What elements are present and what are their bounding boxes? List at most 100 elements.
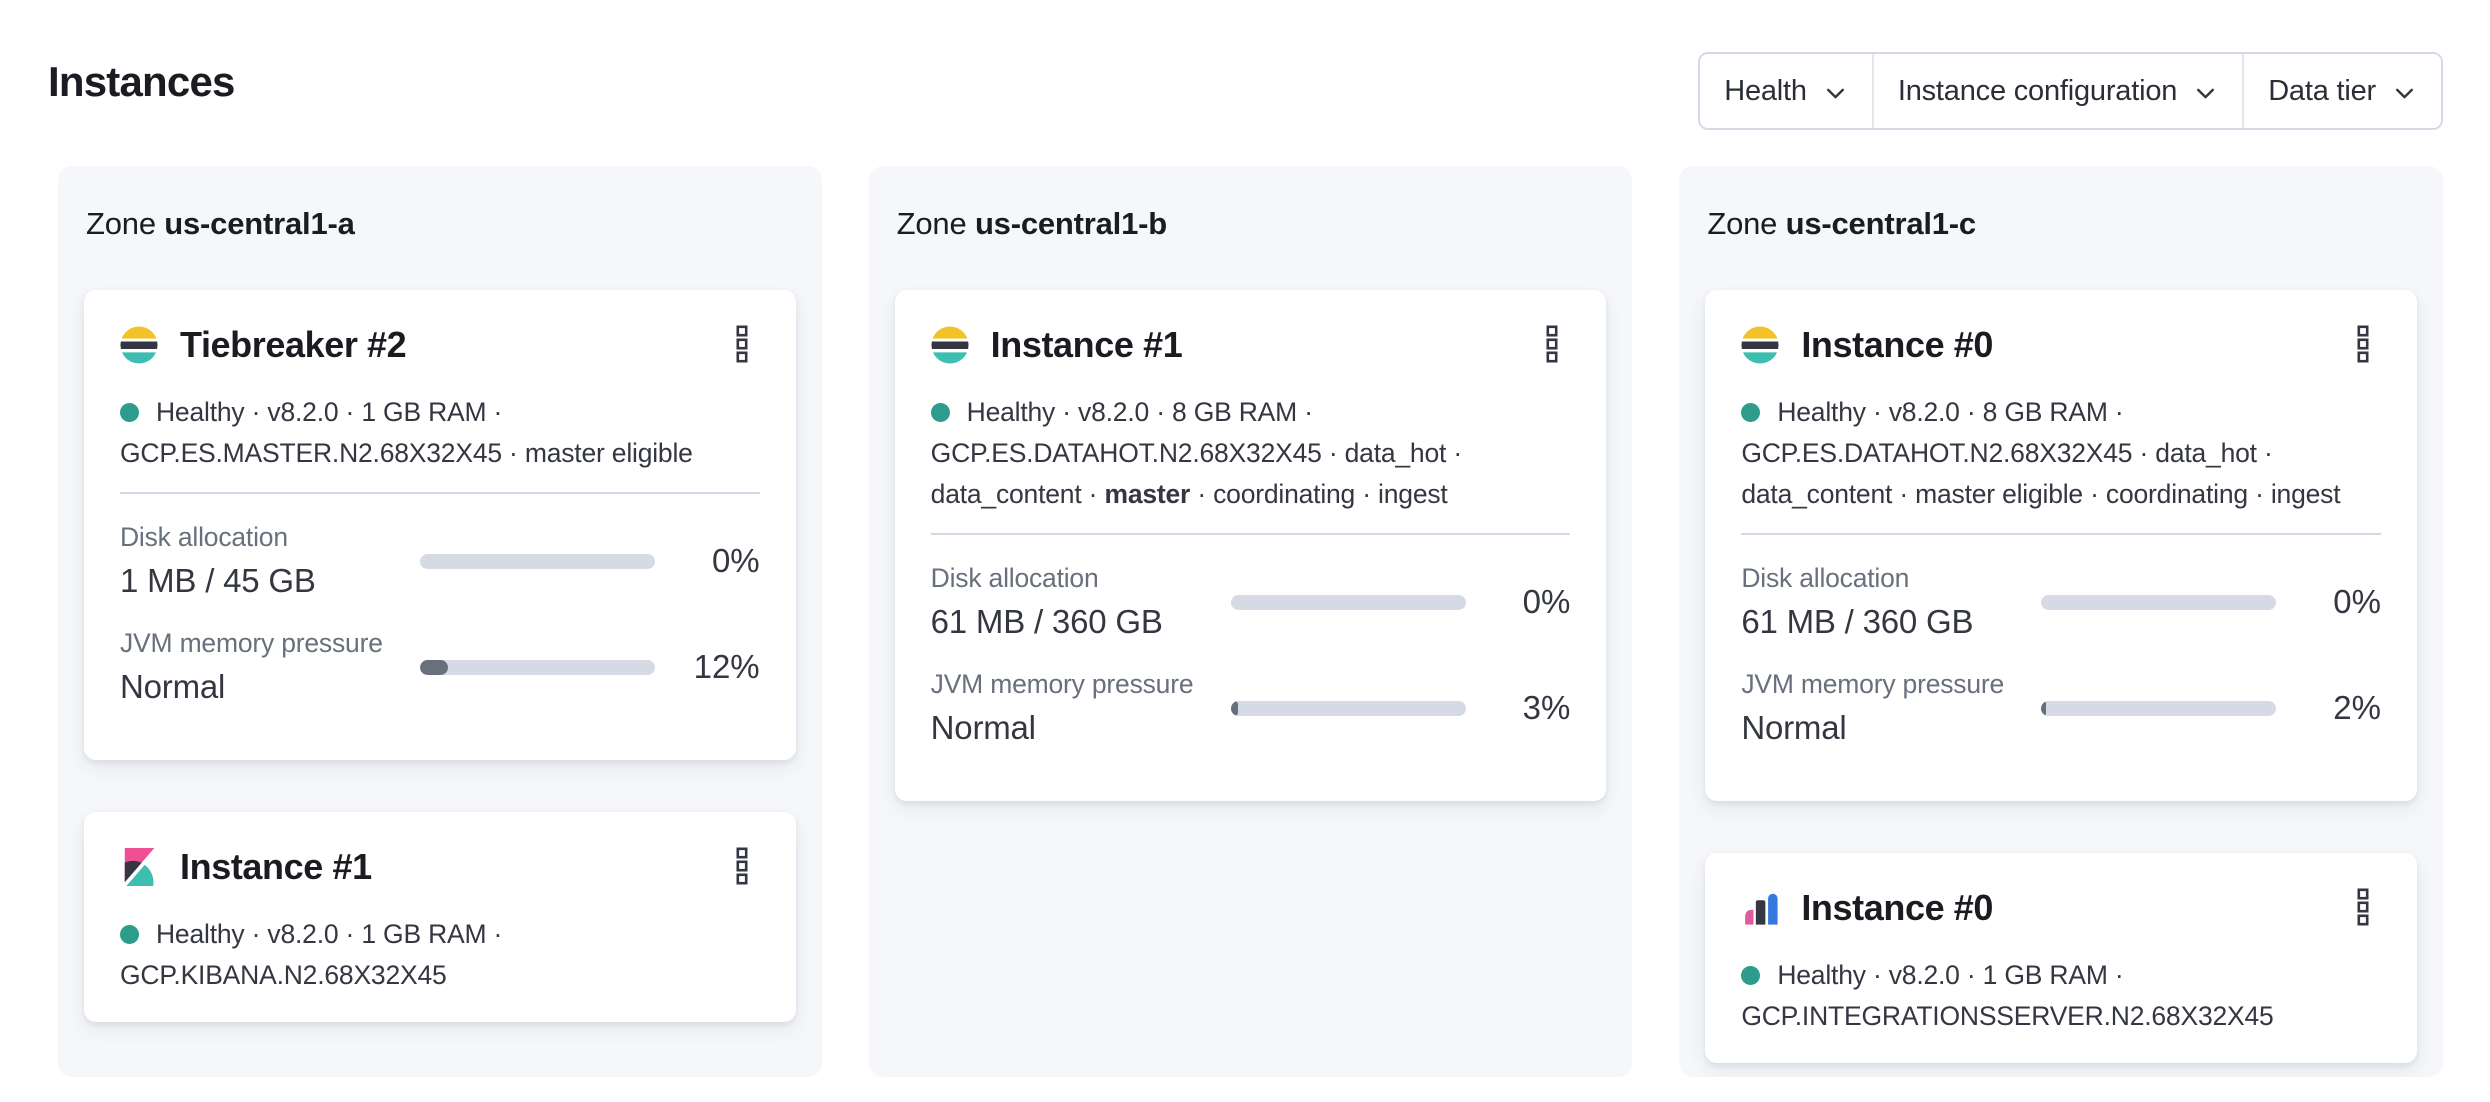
instance-menu-button[interactable] <box>734 846 750 888</box>
instance-card: Instance #0 Healthy · v8.2.0 · 1 GB RAM ·… <box>1705 853 2417 1063</box>
metric-text-block: JVM memory pressure Normal <box>120 628 420 706</box>
zone-panel-us-central1-b: Zone us-central1-b Instance #1 Healthy · v… <box>868 166 1633 1077</box>
zone-label: Zone us-central1-a <box>84 206 796 242</box>
instance-status: Healthy · v8.2.0 · 1 GB RAM · GCP.KIBANA.… <box>120 914 760 996</box>
zone-name: us-central1-a <box>164 206 355 241</box>
instance-status-line: Healthy · v8.2.0 · 1 GB RAM · <box>120 392 760 433</box>
filter-label: Health <box>1724 74 1807 107</box>
health-status-dot <box>120 924 139 944</box>
instance-status-line: data_content · master · coordinating · i… <box>931 474 1571 515</box>
metric-percent: 3% <box>1522 689 1571 726</box>
kibana-logo-icon <box>120 848 158 886</box>
health-status-dot <box>120 402 139 422</box>
status-text: GCP.ES.MASTER.N2.68X32X45 · master eligi… <box>120 438 693 468</box>
page-title: Instances <box>48 58 235 105</box>
progress-bar <box>420 659 655 675</box>
zone-label: Zone us-central1-c <box>1705 206 2417 242</box>
filter-group: Health Instance configuration Data tier <box>1698 52 2443 130</box>
progress-bar <box>1230 700 1466 716</box>
instance-status-line: GCP.ES.MASTER.N2.68X32X45 · master eligi… <box>120 433 760 474</box>
elasticsearch-logo-icon <box>120 326 158 364</box>
instance-status-line: GCP.ES.DATAHOT.N2.68X32X45 · data_hot · <box>931 433 1571 474</box>
status-text: GCP.ES.DATAHOT.N2.68X32X45 · data_hot · <box>930 438 1462 468</box>
metric-percent: 12% <box>693 648 760 685</box>
metric-label: JVM memory pressure <box>120 628 383 658</box>
zone-label-prefix: Zone <box>86 206 156 241</box>
integrations-server-logo-icon <box>1741 889 1779 927</box>
status-text: Healthy · v8.2.0 · 8 GB RAM · <box>966 397 1313 427</box>
status-text: Healthy · v8.2.0 · 1 GB RAM · <box>156 919 503 949</box>
progress-bar <box>420 553 655 569</box>
filter-health[interactable]: Health <box>1700 54 1872 128</box>
metric-value: Normal <box>120 668 226 705</box>
instance-card-header: Tiebreaker #2 <box>120 324 760 366</box>
instance-metrics: Disk allocation 1 MB / 45 GB 0% JVM memory … <box>120 522 760 706</box>
instance-title: Instance #0 <box>1801 324 1994 365</box>
instance-menu-button[interactable] <box>2355 887 2371 929</box>
metric-percent: 0% <box>711 542 760 579</box>
instance-card-header: Instance #0 <box>1741 887 2381 929</box>
filter-data-tier[interactable]: Data tier <box>2242 54 2441 128</box>
instance-status-line: Healthy · v8.2.0 · 8 GB RAM · <box>1741 392 2381 433</box>
metric-value: Normal <box>930 709 1036 746</box>
instance-menu-button[interactable] <box>2355 324 2371 366</box>
progress-bar-fill <box>1230 700 1238 716</box>
instance-status: Healthy · v8.2.0 · 8 GB RAM · GCP.ES.DATA… <box>930 392 1571 515</box>
metric-label: Disk allocation <box>1741 563 1910 593</box>
instance-card-header: Instance #0 <box>1741 324 2381 366</box>
instance-title: Instance #0 <box>1801 887 1994 928</box>
instance-status-line: Healthy · v8.2.0 · 1 GB RAM · <box>1741 955 2381 996</box>
zone-label: Zone us-central1-b <box>895 206 1607 242</box>
instance-menu-button[interactable] <box>1544 324 1560 366</box>
health-status-dot <box>1741 965 1761 985</box>
instance-card-header: Instance #1 <box>931 324 1571 366</box>
zone-label-prefix: Zone <box>1707 206 1778 241</box>
metric-row: JVM memory pressure Normal 3% <box>931 669 1571 747</box>
instance-status: Healthy · v8.2.0 · 1 GB RAM · GCP.INTEGRA… <box>1741 955 2381 1037</box>
metric-percent: 0% <box>1522 583 1571 620</box>
card-divider <box>120 492 760 494</box>
instance-card: Tiebreaker #2 Healthy · v8.2.0 · 1 GB RAM… <box>84 290 796 760</box>
zones-container: Zone us-central1-a Tiebreaker #2 Healthy ·… <box>58 166 2443 1077</box>
progress-bar-fill <box>2041 700 2047 716</box>
zone-label-prefix: Zone <box>896 206 967 241</box>
kebab-menu-icon <box>736 846 748 888</box>
status-text: GCP.ES.DATAHOT.N2.68X32X45 · data_hot · <box>1741 438 2273 468</box>
zone-name: us-central1-c <box>1785 206 1977 241</box>
metric-row: JVM memory pressure Normal 12% <box>120 628 760 706</box>
filter-instance-configuration[interactable]: Instance configuration <box>1871 54 2243 128</box>
metric-text-block: Disk allocation 1 MB / 45 GB <box>120 522 420 600</box>
card-divider <box>930 533 1571 535</box>
kebab-menu-icon <box>2357 324 2369 366</box>
zone-panel-us-central1-c: Zone us-central1-c Instance #0 Healthy · v… <box>1679 166 2443 1077</box>
metric-row: Disk allocation 61 MB / 360 GB 0% <box>1741 563 2381 641</box>
status-text: Healthy · v8.2.0 · 8 GB RAM · <box>1777 397 2124 427</box>
elasticsearch-logo-icon <box>1741 326 1779 364</box>
metric-value: Normal <box>1741 709 1847 746</box>
instance-status-line: GCP.KIBANA.N2.68X32X45 <box>120 955 760 996</box>
metric-row: JVM memory pressure Normal 2% <box>1741 669 2381 747</box>
instance-status-line: GCP.ES.DATAHOT.N2.68X32X45 · data_hot · <box>1741 433 2381 474</box>
filter-label: Data tier <box>2268 74 2376 107</box>
instance-status-line: GCP.INTEGRATIONSSERVER.N2.68X32X45 <box>1741 996 2381 1037</box>
progress-bar <box>2041 700 2277 716</box>
instance-card-header: Instance #1 <box>120 846 760 888</box>
instance-status: Healthy · v8.2.0 · 8 GB RAM · GCP.ES.DATA… <box>1741 392 2381 515</box>
chevron-down-icon <box>1823 81 1848 106</box>
status-text: master <box>1104 479 1191 509</box>
instance-metrics: Disk allocation 61 MB / 360 GB 0% JVM memor… <box>931 563 1571 747</box>
metric-text-block: JVM memory pressure Normal <box>1741 669 2041 747</box>
metric-value: 61 MB / 360 GB <box>930 603 1163 640</box>
instance-card: Instance #0 Healthy · v8.2.0 · 8 GB RAM ·… <box>1705 290 2417 801</box>
metric-row: Disk allocation 61 MB / 360 GB 0% <box>931 563 1571 641</box>
progress-bar-fill <box>420 659 449 675</box>
zone-name: us-central1-b <box>974 206 1167 241</box>
status-text: data_content · <box>930 479 1105 509</box>
metric-percent: 0% <box>2333 583 2381 620</box>
instance-menu-button[interactable] <box>734 324 750 366</box>
metric-text-block: Disk allocation 61 MB / 360 GB <box>1741 563 2041 641</box>
instance-title: Tiebreaker #2 <box>180 324 407 365</box>
chevron-down-icon <box>2193 81 2218 106</box>
progress-bar <box>2041 594 2277 610</box>
